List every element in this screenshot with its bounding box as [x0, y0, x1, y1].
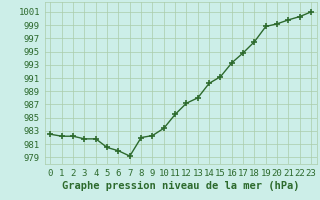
X-axis label: Graphe pression niveau de la mer (hPa): Graphe pression niveau de la mer (hPa)	[62, 181, 300, 191]
